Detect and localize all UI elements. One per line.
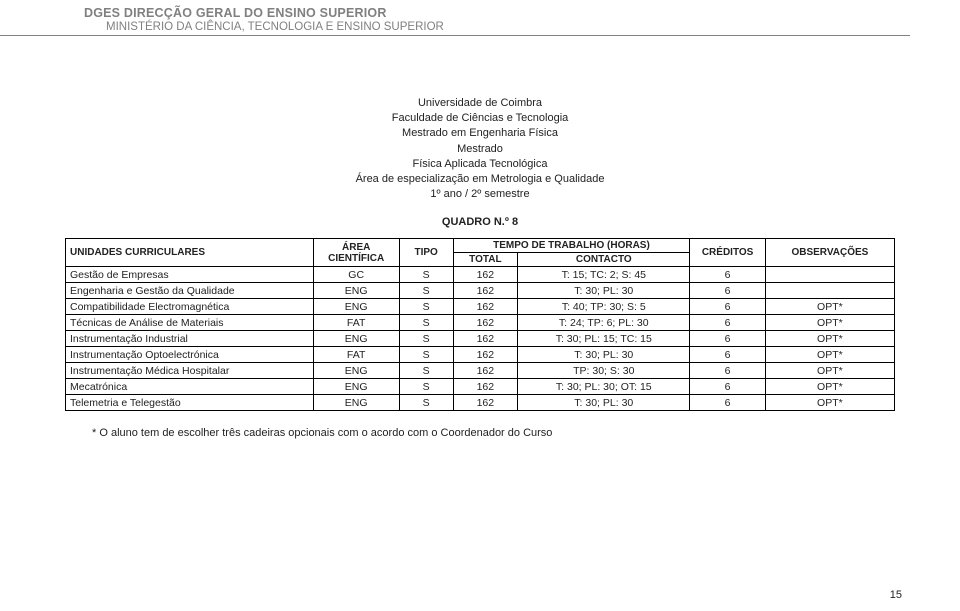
- cell-area: FAT: [313, 347, 399, 363]
- cell-cred: 6: [690, 379, 765, 395]
- cell-cred: 6: [690, 347, 765, 363]
- cell-obs: OPT*: [765, 331, 894, 347]
- cell-cred: 6: [690, 395, 765, 411]
- cell-contacto: T: 24; TP: 6; PL: 30: [518, 315, 690, 331]
- table-row: Instrumentação Industrial ENG S 162 T: 3…: [66, 331, 895, 347]
- cell-tipo: S: [399, 283, 453, 299]
- cell-total: 162: [453, 315, 518, 331]
- table-row: Compatibilidade Electromagnética ENG S 1…: [66, 299, 895, 315]
- cell-tipo: S: [399, 299, 453, 315]
- title-l6: Área de especialização em Metrologia e Q…: [0, 172, 960, 187]
- title-l5: Física Aplicada Tecnológica: [0, 157, 960, 172]
- cell-name: Instrumentação Médica Hospitalar: [66, 363, 314, 379]
- cell-contacto: TP: 30; S: 30: [518, 363, 690, 379]
- cell-obs: OPT*: [765, 363, 894, 379]
- cell-area: ENG: [313, 331, 399, 347]
- table-row: Mecatrónica ENG S 162 T: 30; PL: 30; OT:…: [66, 379, 895, 395]
- cell-name: Mecatrónica: [66, 379, 314, 395]
- cell-name: Compatibilidade Electromagnética: [66, 299, 314, 315]
- cell-tipo: S: [399, 267, 453, 283]
- cell-contacto: T: 40; TP: 30; S: 5: [518, 299, 690, 315]
- page-number: 15: [890, 589, 902, 601]
- cell-total: 162: [453, 331, 518, 347]
- cell-name: Telemetria e Telegestão: [66, 395, 314, 411]
- cell-area: ENG: [313, 283, 399, 299]
- table-body: Gestão de Empresas GC S 162 T: 15; TC: 2…: [66, 267, 895, 411]
- cell-total: 162: [453, 395, 518, 411]
- cell-obs: OPT*: [765, 347, 894, 363]
- th-area: ÁREA CIENTÍFICA: [313, 239, 399, 267]
- cell-obs: OPT*: [765, 395, 894, 411]
- cell-cred: 6: [690, 299, 765, 315]
- cell-tipo: S: [399, 395, 453, 411]
- cell-obs: OPT*: [765, 379, 894, 395]
- cell-cred: 6: [690, 283, 765, 299]
- cell-contacto: T: 30; PL: 30: [518, 283, 690, 299]
- cell-tipo: S: [399, 379, 453, 395]
- cell-contacto: T: 30; PL: 30; OT: 15: [518, 379, 690, 395]
- footnote: * O aluno tem de escolher três cadeiras …: [92, 427, 960, 439]
- cell-cred: 6: [690, 315, 765, 331]
- cell-total: 162: [453, 299, 518, 315]
- table-row: Técnicas de Análise de Materiais FAT S 1…: [66, 315, 895, 331]
- th-contacto: CONTACTO: [518, 253, 690, 267]
- cell-name: Instrumentação Industrial: [66, 331, 314, 347]
- cell-tipo: S: [399, 315, 453, 331]
- cell-obs: OPT*: [765, 315, 894, 331]
- table-row: Telemetria e Telegestão ENG S 162 T: 30;…: [66, 395, 895, 411]
- cell-area: ENG: [313, 379, 399, 395]
- title-l7: 1º ano / 2º semestre: [0, 187, 960, 202]
- cell-total: 162: [453, 283, 518, 299]
- cell-tipo: S: [399, 363, 453, 379]
- curriculum-table: UNIDADES CURRICULARES ÁREA CIENTÍFICA TI…: [65, 238, 895, 411]
- th-total: TOTAL: [453, 253, 518, 267]
- th-unidades: UNIDADES CURRICULARES: [66, 239, 314, 267]
- cell-obs: OPT*: [765, 299, 894, 315]
- header-line1: DGES DIRECÇÃO GERAL DO ENSINO SUPERIOR: [84, 6, 910, 20]
- table-row: Engenharia e Gestão da Qualidade ENG S 1…: [66, 283, 895, 299]
- cell-name: Técnicas de Análise de Materiais: [66, 315, 314, 331]
- cell-contacto: T: 15; TC: 2; S: 45: [518, 267, 690, 283]
- cell-obs: [765, 283, 894, 299]
- cell-tipo: S: [399, 347, 453, 363]
- cell-total: 162: [453, 363, 518, 379]
- cell-cred: 6: [690, 331, 765, 347]
- title-l3: Mestrado em Engenharia Física: [0, 126, 960, 141]
- th-tipo: TIPO: [399, 239, 453, 267]
- table-row: Gestão de Empresas GC S 162 T: 15; TC: 2…: [66, 267, 895, 283]
- title-l1: Universidade de Coimbra: [0, 96, 960, 111]
- cell-area: FAT: [313, 315, 399, 331]
- page-header: DGES DIRECÇÃO GERAL DO ENSINO SUPERIOR M…: [0, 0, 910, 36]
- cell-name: Instrumentação Optoelectrónica: [66, 347, 314, 363]
- cell-name: Engenharia e Gestão da Qualidade: [66, 283, 314, 299]
- cell-area: GC: [313, 267, 399, 283]
- header-line2: MINISTÉRIO DA CIÊNCIA, TECNOLOGIA E ENSI…: [84, 21, 910, 33]
- cell-contacto: T: 30; PL: 30: [518, 347, 690, 363]
- cell-contacto: T: 30; PL: 15; TC: 15: [518, 331, 690, 347]
- cell-area: ENG: [313, 299, 399, 315]
- cell-total: 162: [453, 347, 518, 363]
- title-l4: Mestrado: [0, 142, 960, 157]
- cell-obs: [765, 267, 894, 283]
- table-row: Instrumentação Médica Hospitalar ENG S 1…: [66, 363, 895, 379]
- cell-name: Gestão de Empresas: [66, 267, 314, 283]
- title-l2: Faculdade de Ciências e Tecnologia: [0, 111, 960, 126]
- cell-cred: 6: [690, 267, 765, 283]
- cell-total: 162: [453, 379, 518, 395]
- cell-area: ENG: [313, 395, 399, 411]
- cell-total: 162: [453, 267, 518, 283]
- th-observacoes: OBSERVAÇÕES: [765, 239, 894, 267]
- quadro-label: QUADRO N.º 8: [0, 216, 960, 228]
- title-block: Universidade de Coimbra Faculdade de Ciê…: [0, 96, 960, 202]
- th-creditos: CRÉDITOS: [690, 239, 765, 267]
- cell-tipo: S: [399, 331, 453, 347]
- cell-area: ENG: [313, 363, 399, 379]
- cell-cred: 6: [690, 363, 765, 379]
- cell-contacto: T: 30; PL: 30: [518, 395, 690, 411]
- table-row: Instrumentação Optoelectrónica FAT S 162…: [66, 347, 895, 363]
- th-tempo: TEMPO DE TRABALHO (HORAS): [453, 239, 690, 253]
